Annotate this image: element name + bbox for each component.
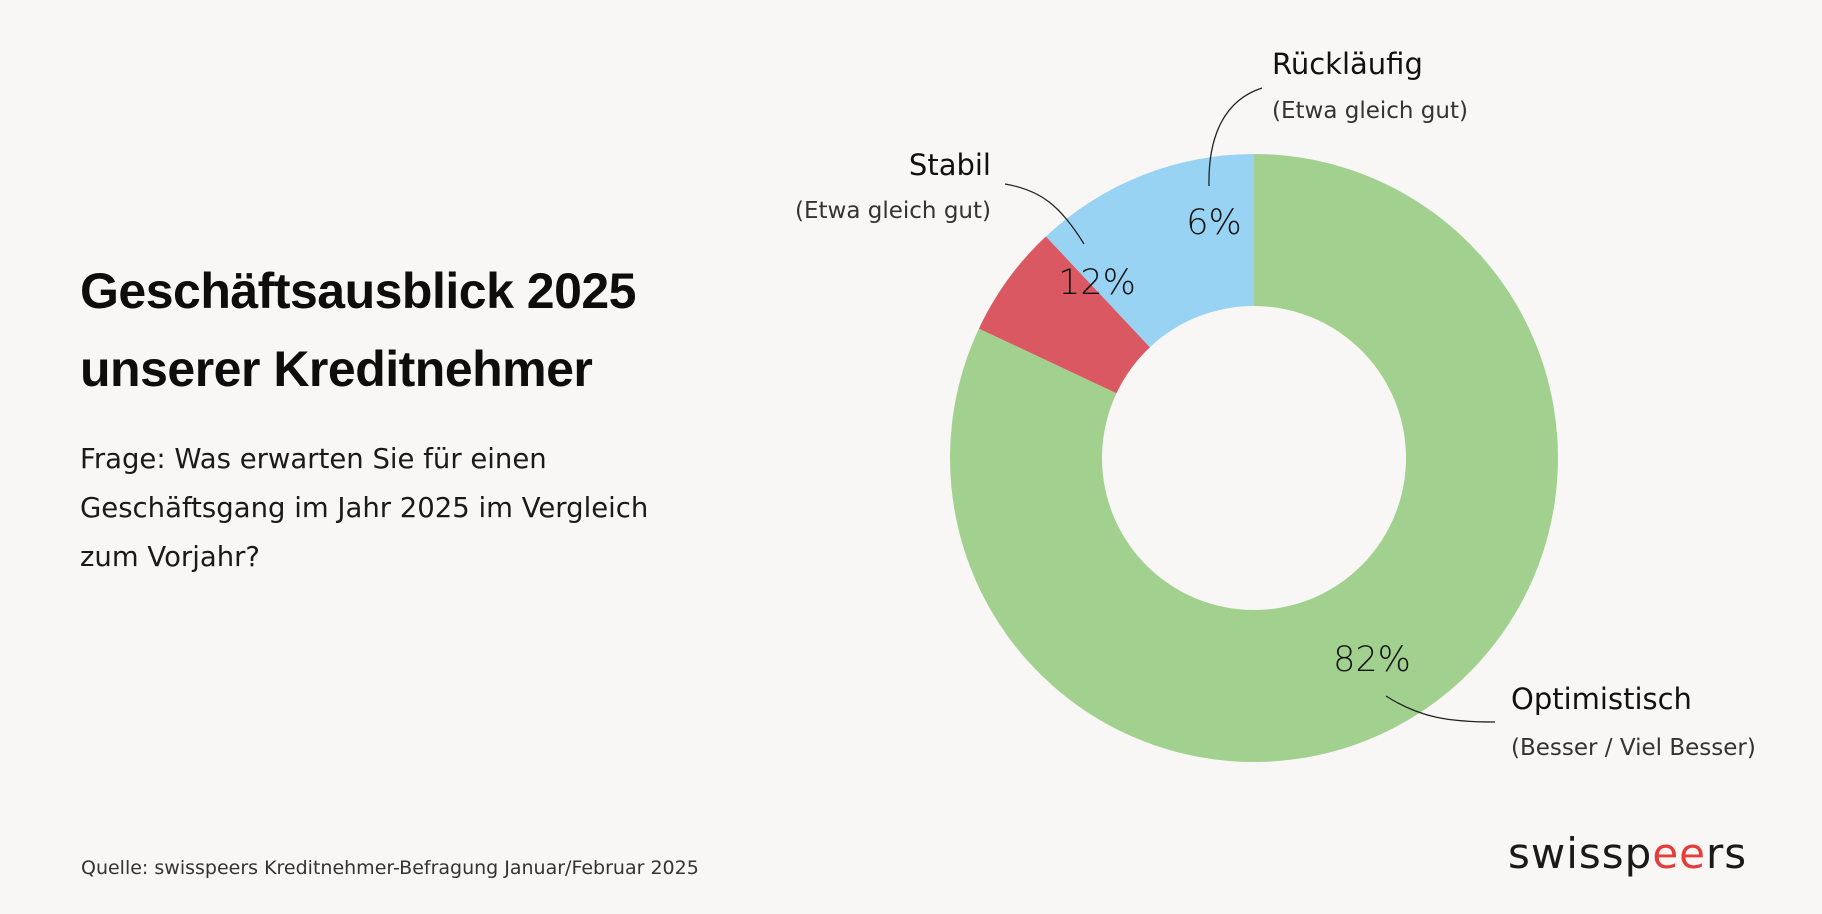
- chart-title: Geschäftsausblick 2025 unserer Kreditneh…: [80, 252, 720, 408]
- title-line-1: Geschäftsausblick 2025: [80, 263, 637, 319]
- leader-line-ruecklaeufig: [1208, 87, 1263, 187]
- leader-lines: [1004, 87, 1496, 723]
- value-label-optimistisch: 82%: [1333, 640, 1411, 680]
- source-note: Quelle: swisspeers Kreditnehmer-Befragun…: [81, 857, 699, 879]
- title-line-2: unserer Kreditnehmer: [80, 341, 593, 397]
- question-line-2: Geschäftsgang im Jahr 2025 im Vergleich: [80, 492, 649, 524]
- value-label-stabil: 12%: [1058, 263, 1136, 303]
- question-line-1: Frage: Was erwarten Sie für einen: [80, 443, 547, 475]
- donut-slice-optimistisch: [950, 154, 1558, 762]
- leader-line-stabil: [1004, 183, 1085, 245]
- slice-label-stabil: Stabil: [909, 148, 991, 182]
- slice-label-ruecklaeufig: Rückläufig: [1272, 47, 1423, 81]
- slice-sublabel-stabil: (Etwa gleich gut): [795, 198, 991, 224]
- leader-line-optimistisch: [1385, 695, 1496, 723]
- swisspeers-logo: swisspeers: [1508, 829, 1748, 878]
- donut-slices: [950, 154, 1558, 762]
- value-label-ruecklaeufig: 6%: [1186, 203, 1242, 243]
- slice-sublabel-optimistisch: (Besser / Viel Besser): [1511, 735, 1756, 761]
- donut-slice-r-ckl-ufig: [978, 236, 1150, 394]
- question-line-3: zum Vorjahr?: [80, 541, 261, 573]
- slice-label-optimistisch: Optimistisch: [1511, 682, 1692, 716]
- donut-slice-stabil: [1045, 154, 1254, 348]
- slice-sublabel-ruecklaeufig: (Etwa gleich gut): [1272, 98, 1468, 124]
- survey-question: Frage: Was erwarten Sie für einen Geschä…: [80, 435, 720, 582]
